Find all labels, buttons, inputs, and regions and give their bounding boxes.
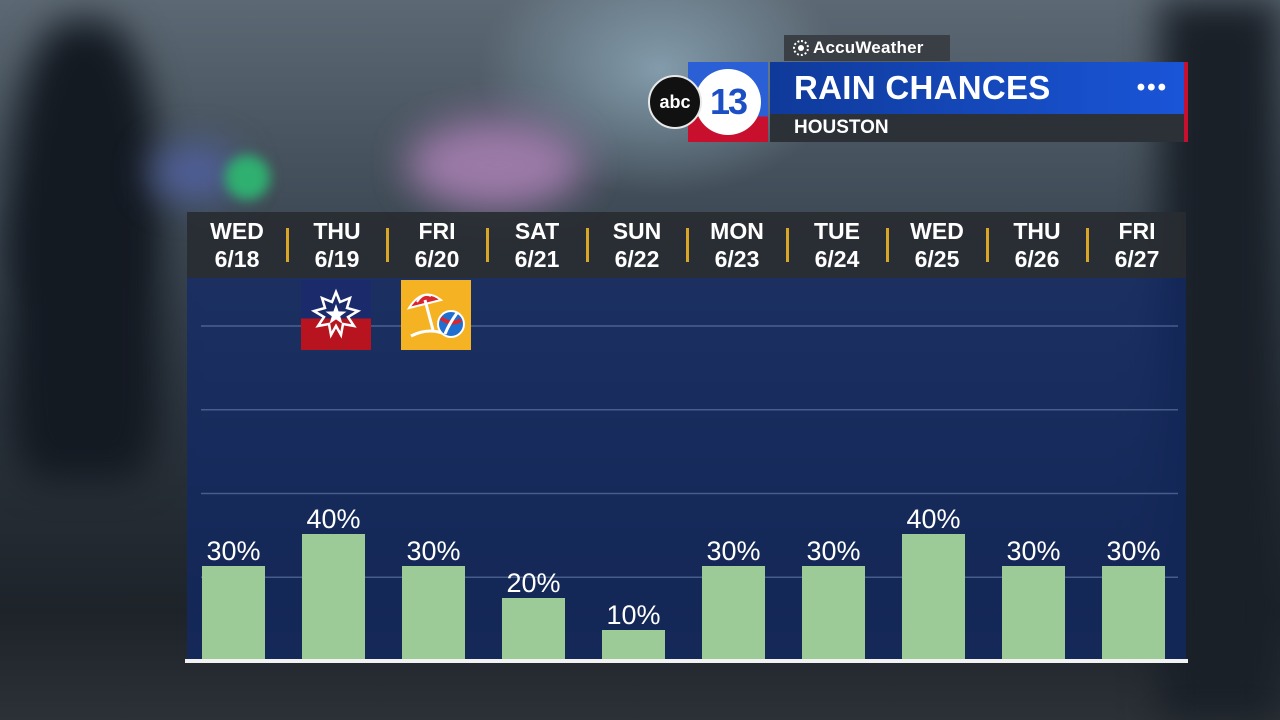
bar-value-label: 20% <box>506 568 560 598</box>
bar-value-label: 30% <box>206 536 260 566</box>
day-separator <box>686 228 689 262</box>
background-umbrella-pink <box>410 125 580 205</box>
day-header-row: WED 6/18 THU 6/19 FRI 6/20 SAT 6/21 SUN 6/22 MON 6/… <box>187 212 1186 278</box>
bar-value-label: 10% <box>606 600 660 630</box>
day-separator <box>1086 228 1089 262</box>
day-label-0: WED 6/18 <box>187 212 287 278</box>
bar-value-label: 30% <box>706 536 760 566</box>
bar-wed-6-25 <box>902 534 965 661</box>
day-label-1: THU 6/19 <box>287 212 387 278</box>
day-of-week: TUE <box>814 218 860 244</box>
bar-fri-6-20 <box>402 566 465 661</box>
day-date: 6/26 <box>1014 246 1060 272</box>
day-separator <box>286 228 289 262</box>
beach-umbrella-ball-icon <box>401 280 471 350</box>
day-date: 6/25 <box>914 246 960 272</box>
day-label-3: SAT 6/21 <box>487 212 587 278</box>
location-label: HOUSTON <box>794 117 889 138</box>
station-logo: 13 <box>688 62 768 142</box>
day-date: 6/24 <box>814 246 860 272</box>
bar-value-label: 30% <box>1106 536 1160 566</box>
bar-value-label: 30% <box>1006 536 1060 566</box>
day-of-week: SUN <box>612 218 662 244</box>
day-date: 6/20 <box>414 246 460 272</box>
chart-title-bar: RAIN CHANCES ••• <box>770 62 1184 114</box>
location-bar: HOUSTON <box>770 114 1184 142</box>
bar-mon-6-23 <box>702 566 765 661</box>
bar-thu-6-19 <box>302 534 365 661</box>
day-separator <box>586 228 589 262</box>
background-green-light <box>225 155 270 200</box>
chart-title: RAIN CHANCES <box>794 69 1051 106</box>
day-label-7: WED 6/25 <box>887 212 987 278</box>
day-separator <box>386 228 389 262</box>
day-separator <box>486 228 489 262</box>
abc-logo: abc <box>648 75 702 129</box>
day-separator <box>786 228 789 262</box>
accuweather-badge: AccuWeather <box>784 35 950 61</box>
day-label-6: TUE 6/24 <box>787 212 887 278</box>
bar-thu-6-26 <box>1002 566 1065 661</box>
day-date: 6/19 <box>314 246 360 272</box>
bar-wed-6-18 <box>202 566 265 661</box>
day-date: 6/23 <box>714 246 760 272</box>
day-of-week: THU <box>313 218 361 244</box>
bar-tue-6-24 <box>802 566 865 661</box>
x-axis-baseline <box>185 659 1188 663</box>
bar-value-label: 40% <box>306 504 360 534</box>
background-person <box>10 20 160 480</box>
day-of-week: WED <box>910 218 964 244</box>
day-of-week: WED <box>210 218 264 244</box>
juneteenth-star-icon <box>301 280 371 350</box>
day-label-4: SUN 6/22 <box>587 212 687 278</box>
day-separator <box>886 228 889 262</box>
day-label-9: FRI 6/27 <box>1087 212 1187 278</box>
bar-sun-6-22 <box>602 630 665 661</box>
bar-value-label: 30% <box>406 536 460 566</box>
day-of-week: MON <box>710 218 764 244</box>
day-label-8: THU 6/26 <box>987 212 1087 278</box>
station-number: 13 <box>709 81 748 122</box>
day-separator <box>986 228 989 262</box>
day-label-5: MON 6/23 <box>687 212 787 278</box>
day-date: 6/18 <box>214 246 260 272</box>
day-of-week: SAT <box>514 218 560 244</box>
accuweather-label: AccuWeather <box>813 38 924 57</box>
day-of-week: FRI <box>1118 218 1156 244</box>
title-red-accent <box>1184 62 1188 142</box>
bar-fri-6-27 <box>1102 566 1165 661</box>
bar-value-label: 30% <box>806 536 860 566</box>
bar-sat-6-21 <box>502 598 565 661</box>
day-label-2: FRI 6/20 <box>387 212 487 278</box>
day-of-week: FRI <box>418 218 456 244</box>
day-date: 6/22 <box>614 246 660 272</box>
sun-icon <box>793 40 809 56</box>
more-dots-icon: ••• <box>1136 74 1168 101</box>
day-date: 6/21 <box>514 246 560 272</box>
day-of-week: THU <box>1013 218 1061 244</box>
bar-value-label: 40% <box>906 504 960 534</box>
rain-chance-bar-chart: 30% 40% 30% 20% 10% 30% 30% 40% 30% 30% <box>201 325 1178 661</box>
day-date: 6/27 <box>1114 246 1160 272</box>
